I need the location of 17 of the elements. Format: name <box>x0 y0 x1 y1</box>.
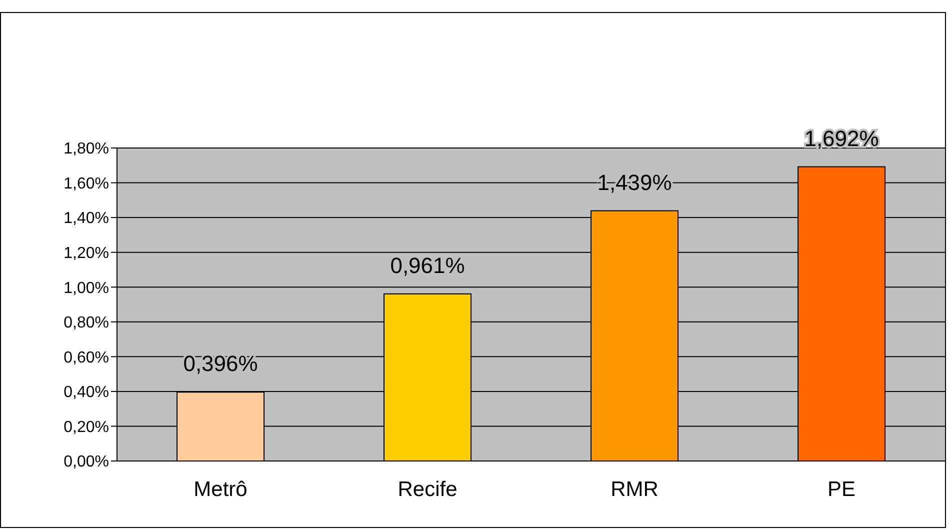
data-label: 0,396% <box>183 351 258 376</box>
x-tick-label: RMR <box>610 478 658 501</box>
data-label: 1,692% <box>804 126 879 151</box>
y-tick-label: 1,40% <box>64 210 109 228</box>
x-tick-label: Metrô <box>194 478 248 501</box>
y-tick-label: 1,20% <box>64 245 109 262</box>
y-tick-label: 0,40% <box>64 384 109 402</box>
y-tick-label: 0,60% <box>64 349 109 366</box>
y-tick-label: 1,00% <box>64 280 109 297</box>
data-label: 0,961% <box>390 252 465 278</box>
y-tick-label: 0,00% <box>64 454 109 471</box>
x-tick-label: PE <box>827 478 856 501</box>
y-tick-label: 1,80% <box>64 140 109 158</box>
y-tick-label: 0,80% <box>64 314 109 332</box>
y-tick-label: 0,20% <box>64 418 109 436</box>
x-tick-label: Recife <box>398 478 458 501</box>
y-tick-label: 1,60% <box>64 175 109 192</box>
